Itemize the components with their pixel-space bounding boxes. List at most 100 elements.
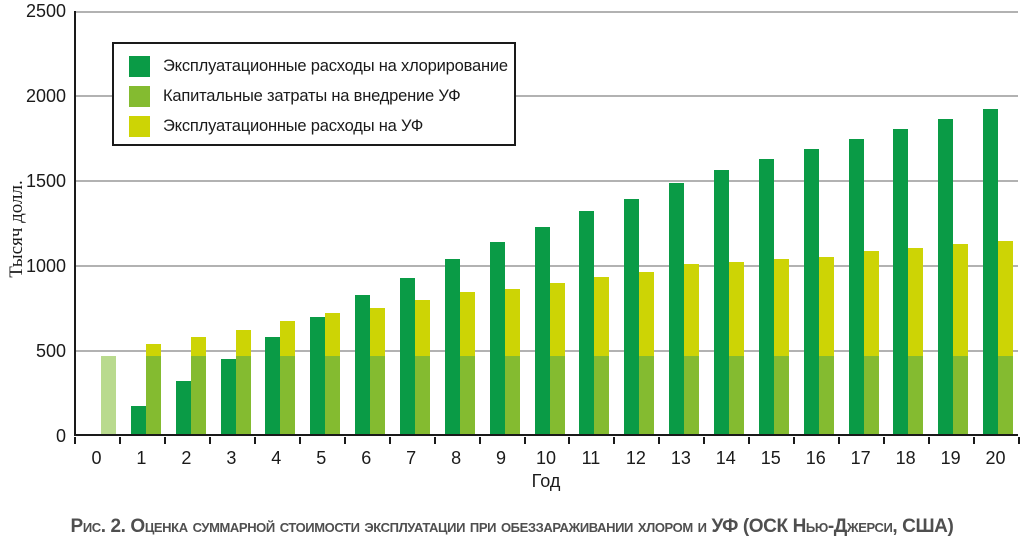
- x-tick-4: [254, 437, 256, 444]
- bar-chlorination-year-2: [175, 381, 191, 434]
- bar-uv-stack-year-14: [728, 262, 744, 434]
- x-tick-label-0: 0: [91, 448, 102, 468]
- segment-uv-capital-year-6: [370, 356, 386, 434]
- bar-group-year-16: [794, 11, 839, 434]
- legend-label-2: Эксплуатационные расходы на УФ: [163, 117, 424, 135]
- bar-group-year-6: [345, 11, 390, 434]
- segment-uv-capital-year-2: [190, 356, 206, 434]
- x-tick-label-8: 8: [451, 448, 462, 468]
- x-tick-label-18: 18: [895, 448, 916, 468]
- x-tick-1: [119, 437, 121, 444]
- gridline-1500: [76, 180, 1018, 182]
- x-tick-label-4: 4: [271, 448, 282, 468]
- plot-area: [74, 11, 1018, 436]
- x-axis-title: Год: [531, 471, 561, 491]
- figure-caption: Рис. 2. Оценка суммарной стоимости экспл…: [70, 516, 954, 537]
- bar-group-year-12: [614, 11, 659, 434]
- x-tick-label-1: 1: [136, 448, 147, 468]
- x-tick-label-9: 9: [496, 448, 507, 468]
- x-tick-2: [164, 437, 166, 444]
- x-tick-16: [793, 437, 795, 444]
- bar-group-year-3: [211, 11, 256, 434]
- x-axis-tick-labels: 0 1 2 3 4 5 6 7 8 9 10 11 12 13 14 15 16 17 18 19 20: [74, 448, 1018, 469]
- bar-uv-stack-year-3: [235, 330, 251, 434]
- y-tick-label-1000: 1000: [25, 256, 66, 276]
- bar-uv-stack-year-2: [190, 337, 206, 434]
- segment-uv-capital-year-5: [325, 356, 341, 434]
- bar-chlorination-year-8: [444, 259, 460, 434]
- segment-uv-operating-year-3: [235, 330, 251, 356]
- segment-uv-capital-year-4: [280, 356, 296, 434]
- bar-group-year-2: [166, 11, 211, 434]
- segment-uv-capital-year-3: [235, 356, 251, 434]
- segment-uv-operating-year-17: [863, 251, 879, 356]
- bar-uv-stack-year-19: [953, 244, 969, 434]
- x-tick-14: [703, 437, 705, 444]
- bar-group-year-17: [839, 11, 884, 434]
- x-tick-label-16: 16: [805, 448, 826, 468]
- x-tick-label-10: 10: [535, 448, 557, 468]
- segment-uv-capital-year-20: [998, 356, 1014, 434]
- bar-uv-stack-year-16: [818, 257, 834, 434]
- x-tick-21: [1018, 437, 1020, 444]
- segment-uv-capital-year-10: [549, 356, 565, 434]
- x-tick-3: [209, 437, 211, 444]
- x-tick-12: [613, 437, 615, 444]
- segment-uv-operating-year-19: [953, 244, 969, 356]
- bar-uv-stack-year-0: [100, 356, 116, 434]
- bar-group-year-13: [659, 11, 704, 434]
- legend-swatch-1: [129, 86, 150, 107]
- bar-uv-stack-year-9: [504, 289, 520, 434]
- segment-uv-capital-year-9: [504, 356, 520, 434]
- x-tick-7: [389, 437, 391, 444]
- bar-chlorination-year-11: [579, 211, 595, 434]
- x-tick-17: [838, 437, 840, 444]
- segment-uv-capital-year-19: [953, 356, 969, 434]
- x-tick-20: [973, 437, 975, 444]
- bar-group-year-4: [255, 11, 300, 434]
- bar-chlorination-year-12: [624, 199, 640, 434]
- gridline-2000: [76, 95, 1018, 97]
- x-tick-label-2: 2: [181, 448, 192, 468]
- x-tick-11: [568, 437, 570, 444]
- bar-uv-stack-year-13: [684, 264, 700, 434]
- x-tick-label-14: 14: [715, 448, 736, 468]
- x-tick-0: [74, 437, 76, 444]
- y-tick-label-0: 0: [55, 426, 66, 446]
- bar-chlorination-year-19: [938, 119, 954, 434]
- bar-group-year-9: [480, 11, 525, 434]
- segment-uv-operating-year-12: [639, 272, 655, 356]
- bar-chlorination-year-7: [399, 278, 415, 434]
- segment-uv-operating-year-14: [728, 262, 744, 356]
- bar-group-year-5: [300, 11, 345, 434]
- segment-uv-capital-year-17: [863, 356, 879, 434]
- bar-chlorination-year-20: [983, 109, 999, 434]
- segment-uv-capital-year-11: [594, 356, 610, 434]
- segment-uv-capital-year-0: [100, 356, 116, 434]
- x-tick-label-17: 17: [850, 448, 871, 468]
- bar-group-year-7: [390, 11, 435, 434]
- bar-chlorination-year-13: [669, 183, 685, 434]
- x-tick-label-12: 12: [625, 448, 646, 468]
- segment-uv-operating-year-20: [998, 241, 1014, 356]
- segment-uv-operating-year-2: [190, 337, 206, 356]
- bar-chlorination-year-4: [265, 337, 281, 434]
- x-tick-18: [883, 437, 885, 444]
- bar-uv-stack-year-8: [459, 292, 475, 434]
- x-tick-13: [658, 437, 660, 444]
- bar-uv-stack-year-4: [280, 321, 296, 434]
- bar-chlorination-year-6: [355, 295, 371, 434]
- segment-uv-operating-year-4: [280, 321, 296, 356]
- x-tick-6: [344, 437, 346, 444]
- segment-uv-capital-year-16: [818, 356, 834, 434]
- segment-uv-capital-year-8: [459, 356, 475, 434]
- bar-uv-stack-year-20: [998, 241, 1014, 434]
- bar-group-year-20: [973, 11, 1018, 434]
- x-tick-10: [524, 437, 526, 444]
- bar-uv-stack-year-15: [773, 259, 789, 434]
- bar-chlorination-year-3: [220, 359, 236, 434]
- x-tick-label-7: 7: [406, 448, 417, 468]
- segment-uv-capital-year-14: [728, 356, 744, 434]
- segment-uv-operating-year-8: [459, 292, 475, 356]
- bar-group-year-18: [883, 11, 928, 434]
